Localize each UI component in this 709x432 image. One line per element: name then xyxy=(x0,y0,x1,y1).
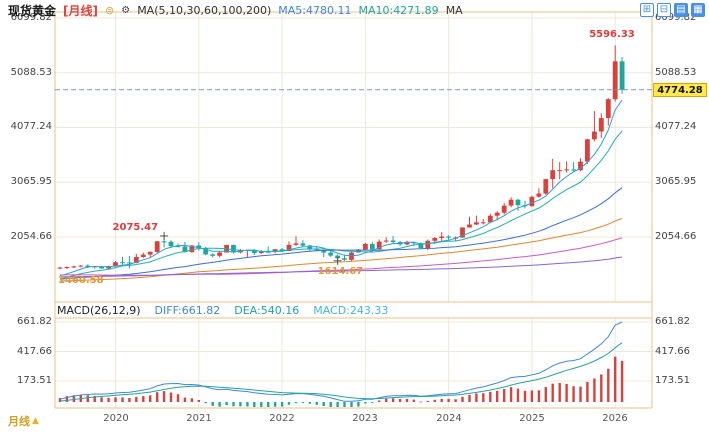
x-axis-year-label: 2021 xyxy=(186,413,212,424)
macd-header: MACD(26,12,9) DIFF:661.82 DEA:540.16 MAC… xyxy=(57,303,388,318)
macd-params-label: MACD(26,12,9) xyxy=(57,304,141,317)
chart-header: 现货黄金 [月线] ⊜ ⚙ MA(5,10,30,60,100,200) MA5… xyxy=(0,0,709,20)
macd-tick-label: 173.51 xyxy=(655,375,690,386)
x-axis-year-label: 2020 xyxy=(103,413,129,424)
price-tick-label: 3065.95 xyxy=(10,176,52,187)
annotation-range-low: 1460.58 xyxy=(58,275,104,287)
ma10-value-label: MA10:4271.89 xyxy=(358,3,439,17)
macd-tick-label: 661.82 xyxy=(655,316,690,327)
chart-type-button[interactable]: ▤ xyxy=(674,3,688,17)
ma5-value-label: MA5:4780.11 xyxy=(278,3,352,17)
macd-diff-value: DIFF:661.82 xyxy=(154,304,221,317)
price-tick-label: 4077.24 xyxy=(10,121,52,132)
share-icon[interactable]: ⊜ xyxy=(105,3,115,17)
price-tick-label: 6099.82 xyxy=(10,12,52,23)
macd-tick-label: 661.82 xyxy=(17,316,52,327)
x-axis-year-label: 2024 xyxy=(436,413,462,424)
macd-tick-label: 417.66 xyxy=(17,346,52,357)
x-axis-year-label: 2025 xyxy=(519,413,545,424)
interval-selector[interactable]: 月线 ▲ xyxy=(8,413,39,429)
interval-label: 月线 xyxy=(8,415,30,428)
x-axis-year-label: 2023 xyxy=(352,413,378,424)
ma-overflow-label: MA xyxy=(445,3,463,17)
chart-toolbar: ⊞ ⊟ ▤ ▦ xyxy=(640,3,705,17)
interval-arrow-icon: ▲ xyxy=(32,416,39,426)
macd-histogram xyxy=(58,356,624,407)
annotation-markers xyxy=(160,231,342,265)
add-panel-button[interactable]: ⊞ xyxy=(640,3,654,17)
current-price-badge: 4774.28 xyxy=(653,83,707,97)
indicator-settings-icon[interactable]: ⚙ xyxy=(121,4,131,16)
chart-frame xyxy=(54,11,653,409)
price-tick-label: 6099.82 xyxy=(655,12,697,23)
price-tick-label: 3065.95 xyxy=(655,176,697,187)
price-tick-label: 5088.53 xyxy=(655,67,697,78)
macd-hist-value: MACD:243.33 xyxy=(313,304,389,317)
x-axis-year-label: 2022 xyxy=(269,413,295,424)
ma-group-label: MA(5,10,30,60,100,200) xyxy=(137,3,272,17)
gridlines xyxy=(55,12,652,408)
price-tick-label: 2054.66 xyxy=(655,231,697,242)
price-tick-label: 4077.24 xyxy=(655,121,697,132)
macd-dea-value: DEA:540.16 xyxy=(234,304,300,317)
annotation-peak-2020: 2075.47 xyxy=(112,221,159,233)
ma-lines xyxy=(59,99,623,282)
macd-lines xyxy=(59,321,623,402)
annotation-low-2022: 1614.67 xyxy=(317,265,364,277)
candles xyxy=(57,45,625,270)
macd-tick-label: 417.66 xyxy=(655,346,690,357)
price-tick-label: 2054.66 xyxy=(10,231,52,242)
symbol-name: 现货黄金 xyxy=(8,3,57,18)
grid-layout-button[interactable]: ⊟ xyxy=(657,3,671,17)
annotation-range-high: 5596.33 xyxy=(589,29,635,41)
period-tag[interactable]: [月线] xyxy=(63,3,98,18)
x-axis-year-label: 2026 xyxy=(602,413,628,424)
price-tick-label: 5088.53 xyxy=(10,67,52,78)
macd-tick-label: 173.51 xyxy=(17,375,52,386)
multi-view-button[interactable]: ▦ xyxy=(691,3,705,17)
